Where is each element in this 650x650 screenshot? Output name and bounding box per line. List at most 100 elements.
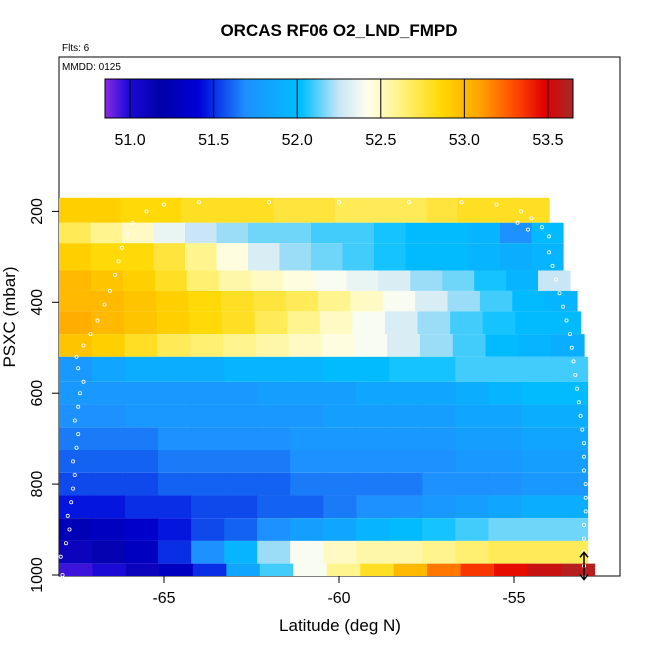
heatmap-cell bbox=[125, 540, 159, 564]
heatmap-cell bbox=[92, 356, 126, 382]
heatmap-cell bbox=[293, 563, 328, 576]
flight-track-point bbox=[519, 209, 524, 214]
colorbar-tick-label: 51.5 bbox=[198, 132, 229, 149]
heatmap-cell bbox=[314, 270, 348, 291]
heatmap-cell bbox=[410, 270, 443, 291]
y-axis-title: PSXC (mbar) bbox=[0, 266, 19, 367]
heatmap-cell bbox=[323, 427, 357, 451]
heatmap-cell bbox=[248, 243, 281, 271]
heatmap-cell bbox=[374, 222, 407, 244]
heatmap-cell bbox=[346, 270, 379, 291]
heatmap-cell bbox=[59, 243, 92, 271]
heatmap-cell bbox=[125, 495, 159, 519]
heatmap-cell bbox=[191, 450, 225, 473]
flight-track-point bbox=[571, 359, 576, 364]
heatmap-cell bbox=[285, 290, 319, 312]
x-axis: -65 -60 -55 bbox=[152, 576, 526, 607]
flight-track-point bbox=[69, 500, 74, 505]
heatmap-cell bbox=[287, 311, 321, 335]
heatmap-cell bbox=[494, 563, 529, 576]
heatmap-cell bbox=[186, 270, 220, 291]
heatmap-cell bbox=[158, 427, 192, 451]
heatmap-cell bbox=[290, 381, 324, 405]
heatmap-cell bbox=[554, 472, 589, 496]
heatmap-cell bbox=[334, 197, 366, 223]
heatmap-cell bbox=[389, 356, 423, 382]
heatmap-cell bbox=[389, 427, 423, 451]
heatmap-cell bbox=[59, 495, 93, 519]
marker-arrow bbox=[579, 551, 589, 581]
heatmap-cell bbox=[92, 518, 126, 541]
heatmap-cell bbox=[59, 427, 93, 451]
heatmap-cells bbox=[59, 197, 596, 576]
heatmap-cell bbox=[527, 563, 562, 576]
heatmap-cell bbox=[185, 222, 218, 244]
flight-track-point bbox=[568, 332, 573, 337]
flight-track-point bbox=[554, 277, 559, 282]
heatmap-cell bbox=[224, 472, 258, 496]
heatmap-cell bbox=[157, 334, 191, 357]
heatmap-cell bbox=[452, 334, 487, 357]
heatmap-cell bbox=[460, 563, 495, 576]
heatmap-cell bbox=[282, 270, 316, 291]
heatmap-cell bbox=[124, 311, 158, 335]
heatmap-cell bbox=[323, 540, 357, 564]
heatmap-cell bbox=[378, 270, 411, 291]
heatmap-cell bbox=[455, 495, 490, 519]
heatmap-cell bbox=[323, 495, 357, 519]
flight-track-point bbox=[494, 202, 499, 207]
heatmap-cell bbox=[521, 540, 556, 564]
heatmap-cell bbox=[59, 356, 93, 382]
heatmap-cell bbox=[220, 290, 254, 312]
heatmap-cell bbox=[221, 311, 256, 335]
heatmap-cell bbox=[455, 404, 490, 428]
flight-track-point bbox=[582, 523, 587, 528]
heatmap-cell bbox=[521, 472, 556, 496]
chart-title: ORCAS RF06 O2_LND_FMPD bbox=[220, 21, 457, 40]
heatmap-cell bbox=[92, 563, 127, 576]
heatmap-cell bbox=[122, 222, 155, 244]
heatmap-cell bbox=[318, 290, 351, 312]
heatmap-cell bbox=[506, 270, 539, 291]
heatmap-cell bbox=[156, 311, 190, 335]
heatmap-cell bbox=[387, 334, 421, 357]
flight-track-point bbox=[125, 232, 130, 237]
heatmap-cell bbox=[554, 381, 589, 405]
flight-track-point bbox=[336, 200, 341, 205]
heatmap-cell bbox=[223, 334, 257, 357]
heatmap-cell bbox=[395, 197, 428, 223]
heatmap-cell bbox=[257, 540, 291, 564]
flight-track-point bbox=[102, 302, 107, 307]
flight-track-point bbox=[76, 432, 81, 437]
heatmap-cell bbox=[257, 356, 291, 382]
heatmap-cell bbox=[90, 270, 124, 291]
flight-track-point bbox=[116, 259, 121, 264]
flight-track-point bbox=[547, 250, 552, 255]
heatmap-cell bbox=[488, 356, 523, 382]
heatmap-cell bbox=[354, 334, 388, 357]
heatmap-cell bbox=[422, 450, 456, 473]
heatmap-cell bbox=[290, 427, 324, 451]
heatmap-cell bbox=[189, 311, 223, 335]
heatmap-cell bbox=[356, 381, 390, 405]
heatmap-cell bbox=[521, 356, 556, 382]
heatmap-cell bbox=[90, 243, 123, 271]
flight-track-point bbox=[67, 527, 72, 532]
flight-track-point bbox=[130, 220, 135, 225]
heatmap-cell bbox=[468, 222, 501, 244]
heatmap-cell bbox=[224, 427, 258, 451]
flight-track-point bbox=[161, 202, 166, 207]
heatmap-cell bbox=[422, 381, 456, 405]
heatmap-cell bbox=[455, 518, 490, 541]
flight-track-point bbox=[557, 291, 562, 296]
heatmap-cell bbox=[405, 243, 438, 271]
heatmap-cell bbox=[521, 450, 556, 473]
heatmap-cell bbox=[92, 450, 126, 473]
heatmap-cell bbox=[551, 334, 585, 357]
heatmap-cell bbox=[457, 197, 489, 223]
heatmap-cell bbox=[191, 518, 225, 541]
heatmap-cell bbox=[488, 381, 523, 405]
flight-track-point bbox=[561, 304, 566, 309]
x-axis-title: Latitude (deg N) bbox=[279, 616, 401, 635]
flight-track-point bbox=[582, 536, 587, 541]
